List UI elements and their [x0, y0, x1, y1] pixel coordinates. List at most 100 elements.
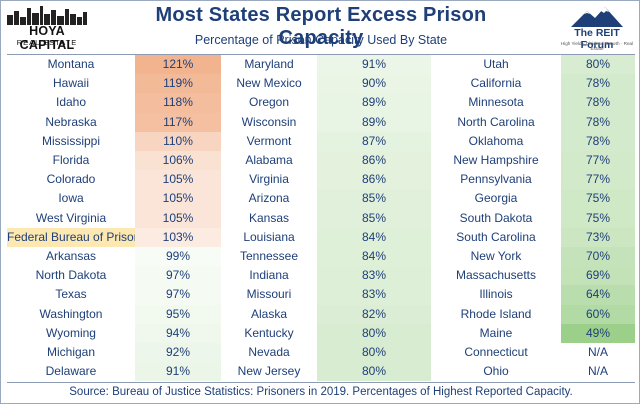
state-name: Maryland [244, 57, 294, 71]
capacity-value: 92% [135, 343, 221, 363]
capacity-value: 105% [135, 170, 221, 190]
hoya-logo-name: HOYA CAPITAL [19, 24, 75, 52]
table-row: Montana 121% [7, 55, 221, 75]
table-row: New Mexico 90% [221, 74, 431, 94]
capacity-value: 80% [317, 343, 431, 363]
capacity-value: 75% [561, 208, 635, 228]
state-name: Federal Bureau of Prisons [7, 227, 146, 247]
table-row: Arkansas 99% [7, 247, 221, 267]
capacity-value: 75% [561, 189, 635, 209]
table-row: Florida 106% [7, 151, 221, 171]
state-name: Rhode Island [460, 306, 532, 321]
state-name: Ohio [483, 364, 509, 379]
capacity-value: 105% [135, 208, 221, 228]
state-name: Missouri [246, 287, 292, 302]
capacity-value: 89% [317, 93, 431, 113]
state-name: New Hampshire [453, 153, 539, 167]
capacity-value: 78% [561, 93, 635, 113]
table-row: Virginia 86% [221, 170, 431, 190]
capacity-value: N/A [561, 343, 635, 363]
table-row: Connecticut N/A [431, 343, 635, 363]
state-name: West Virginia [35, 210, 107, 225]
state-name: Delaware [45, 364, 97, 379]
capacity-value: 97% [135, 266, 221, 286]
table-row: Vermont 87% [221, 131, 431, 151]
table-row: Louisiana 84% [221, 227, 431, 247]
capacity-value: 80% [317, 323, 431, 343]
table-row: Nebraska 117% [7, 112, 221, 132]
capacity-value: 69% [561, 266, 635, 286]
state-name: Illinois [479, 287, 513, 302]
state-name: New Mexico [236, 76, 302, 91]
state-name: South Dakota [459, 210, 533, 225]
table-row: South Dakota 75% [431, 208, 635, 228]
table-row: Alabama 86% [221, 151, 431, 171]
state-name: Indiana [249, 268, 289, 283]
table-row: Massachusetts 69% [431, 266, 635, 286]
state-name: Massachusetts [455, 268, 537, 283]
capacity-value: 60% [561, 304, 635, 324]
capacity-value: 86% [317, 170, 431, 190]
state-name: Kentucky [244, 325, 294, 340]
state-name: Utah [483, 57, 509, 71]
state-name: Washington [39, 306, 103, 321]
state-name: North Carolina [457, 114, 535, 129]
state-name: Arizona [248, 191, 290, 206]
capacity-value: 94% [135, 323, 221, 343]
table-row: New Jersey 80% [221, 362, 431, 382]
capacity-value: 84% [317, 227, 431, 247]
state-name: Georgia [474, 191, 518, 206]
table-row: New Hampshire 77% [431, 151, 635, 171]
capacity-value: 121% [135, 55, 221, 75]
capacity-value: 49% [561, 323, 635, 343]
table-row: North Dakota 97% [7, 266, 221, 286]
table-row: Oklahoma 78% [431, 131, 635, 151]
state-name: Virginia [249, 172, 289, 187]
table-row: Wyoming 94% [7, 323, 221, 343]
table-row: West Virginia 105% [7, 208, 221, 228]
state-name: South Carolina [456, 229, 536, 244]
table-row: California 78% [431, 74, 635, 94]
capacity-value: 80% [317, 362, 431, 382]
state-name: Pennsylvania [460, 172, 532, 187]
state-name: Louisiana [243, 229, 295, 244]
capacity-value: 89% [317, 112, 431, 132]
state-name: Kansas [248, 210, 290, 225]
state-name: Iowa [58, 191, 84, 206]
state-name: Minnesota [468, 95, 524, 110]
capacity-value: 90% [317, 74, 431, 94]
state-name: Alaska [250, 306, 288, 321]
reit-forum-logo: The REIT Forum High Yield · Dividend Gro… [557, 5, 637, 51]
hoya-capital-logo: HOYA CAPITAL REAL ESTATE [5, 5, 89, 52]
table-row: Arizona 85% [221, 189, 431, 209]
table-row: Kansas 85% [221, 208, 431, 228]
table-row: Indiana 83% [221, 266, 431, 286]
capacity-value: 95% [135, 304, 221, 324]
state-name: New York [470, 249, 522, 263]
state-name: Texas [55, 287, 87, 302]
capacity-value: 83% [317, 266, 431, 286]
capacity-value: 119% [135, 74, 221, 94]
table-row: Ohio N/A [431, 362, 635, 382]
reit-logo-name: The REIT Forum [574, 27, 620, 51]
capacity-value: 87% [317, 131, 431, 151]
reit-logo-sub: High Yield · Dividend Growth · Real Esta… [560, 41, 634, 51]
capacity-value: 117% [135, 112, 221, 132]
state-name: Connecticut [464, 345, 528, 359]
table-row: Washington 95% [7, 304, 221, 324]
table-row: Delaware 91% [7, 362, 221, 382]
table-row: Oregon 89% [221, 93, 431, 113]
state-name: Nevada [248, 345, 290, 359]
table-row: Federal Bureau of Prisons 103% [7, 227, 221, 247]
state-name: Mississippi [41, 133, 100, 148]
capacity-value: 77% [561, 151, 635, 171]
table-row: Utah 80% [431, 55, 635, 75]
table-row: New York 70% [431, 247, 635, 267]
city-skyline-icon [7, 6, 87, 25]
capacity-value: 118% [135, 93, 221, 113]
capacity-value: 78% [561, 112, 635, 132]
capacity-value: 70% [561, 247, 635, 267]
source-note: Source: Bureau of Justice Statistics: Pr… [7, 382, 635, 401]
table-row: Georgia 75% [431, 189, 635, 209]
state-name: Colorado [46, 172, 96, 187]
